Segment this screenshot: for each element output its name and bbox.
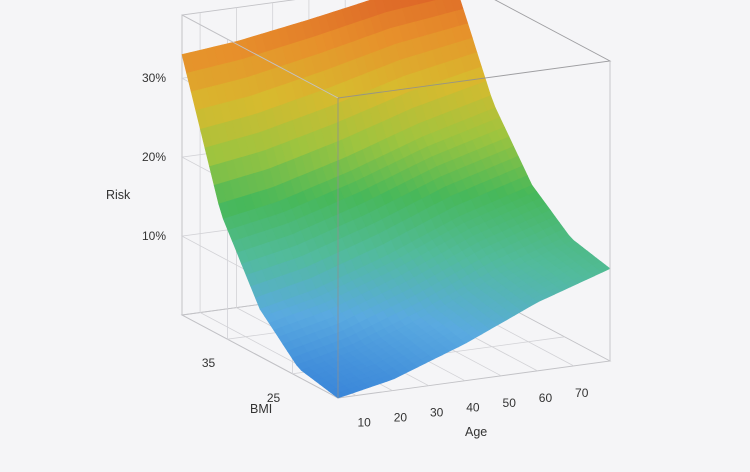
z-tick-label: 10% xyxy=(142,229,166,243)
x-tick-label: 40 xyxy=(466,401,480,415)
y-axis-title: BMI xyxy=(250,402,272,416)
axis-labels: Risk BMI Age xyxy=(106,188,487,439)
top-left-edge xyxy=(181,14,339,99)
x-tick-label: 10 xyxy=(357,416,371,430)
z-tick-label: 30% xyxy=(142,71,166,85)
x-tick-label: 60 xyxy=(539,391,553,405)
risk-surface xyxy=(181,0,611,399)
x-tick-label: 20 xyxy=(394,411,408,425)
tick-labels: 10 20 30 40 50 60 70 25 35 10% 20% 30% xyxy=(142,71,589,429)
box-frame xyxy=(181,0,612,398)
x-tick-label: 50 xyxy=(503,396,517,410)
surface-cell xyxy=(596,264,611,273)
z-axis-title: Risk xyxy=(106,188,131,202)
y-tick-label: 35 xyxy=(202,356,216,370)
x-tick-label: 30 xyxy=(430,406,444,420)
x-axis-title: Age xyxy=(465,425,487,439)
y-tick-label: 25 xyxy=(267,391,281,405)
z-tick-label: 20% xyxy=(142,150,166,164)
x-tick-label: 70 xyxy=(575,386,589,400)
